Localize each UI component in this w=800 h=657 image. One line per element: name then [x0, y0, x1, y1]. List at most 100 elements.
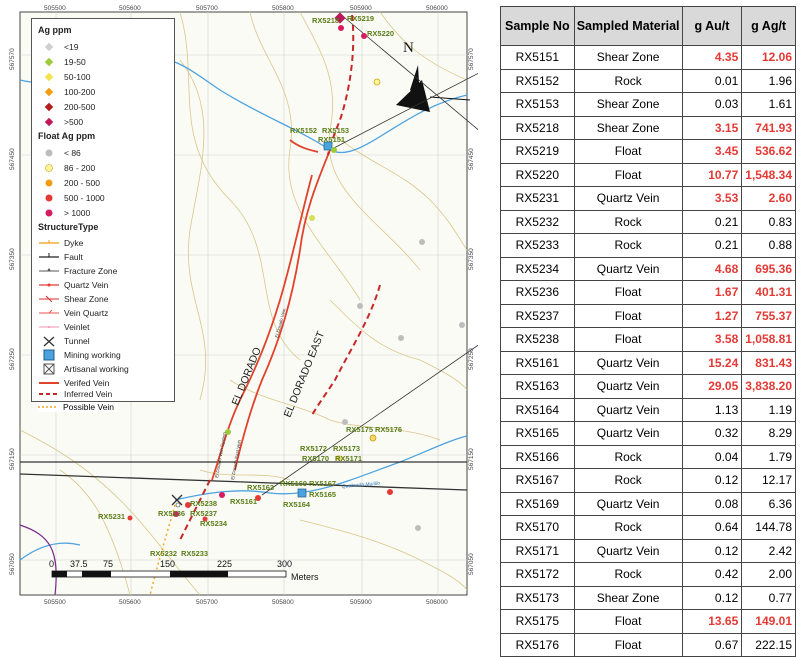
sample-no-cell: RX5172	[500, 562, 575, 587]
au-cell: 0.32	[681, 421, 743, 446]
legend-item-label: > 1000	[64, 208, 91, 218]
ag-cell: 755.37	[741, 303, 796, 328]
au-cell: 15.24	[681, 350, 743, 375]
legend-item: <19	[38, 41, 78, 53]
material-cell: Float	[573, 303, 683, 328]
table-row: RX5237 Float 1.27 755.37	[500, 303, 796, 328]
ag-cell: 12.06	[741, 45, 796, 70]
au-cell: 3.58	[681, 327, 743, 352]
sample-markers	[127, 12, 465, 531]
legend-item-label: >500	[64, 117, 84, 127]
bottom-tick: 505600	[119, 599, 141, 606]
legend-item-label: Mining working	[64, 350, 121, 360]
legend-item-label: < 86	[64, 148, 81, 158]
bottom-tick: 505500	[44, 599, 66, 606]
scale-tick: 225	[217, 559, 232, 569]
vein-quartz-icon	[38, 307, 60, 319]
bottom-tick: 505800	[272, 599, 294, 606]
au-cell: 0.67	[681, 632, 743, 657]
sample-no-cell: RX5175	[500, 609, 575, 634]
au-cell: 0.21	[681, 209, 743, 234]
legend-item-label: 86 - 200	[64, 163, 96, 173]
material-cell: Quartz Vein	[573, 256, 683, 281]
material-cell: Float	[573, 139, 683, 164]
legend-item-label: Fracture Zone	[64, 266, 118, 276]
right-tick: 567570	[468, 48, 475, 70]
legend-item-label: 200-500	[64, 102, 96, 112]
ag-cell: 2.00	[741, 562, 796, 587]
material-cell: Shear Zone	[573, 45, 683, 70]
ag-cell: 6.36	[741, 491, 796, 516]
right-tick: 567350	[468, 248, 475, 270]
sample-label: RX5171	[335, 454, 362, 463]
sample-no-cell: RX5173	[500, 585, 575, 610]
diamond-icon	[38, 71, 60, 83]
table-row: RX5165 Quartz Vein 0.32 8.29	[500, 421, 796, 446]
map-legend: Ag ppm <19 19-50 50-100 100-200 200-500 …	[31, 18, 175, 402]
material-cell: Rock	[573, 209, 683, 234]
table-row: RX5172 Rock 0.42 2.00	[500, 562, 796, 587]
top-tick: 505500	[44, 5, 66, 12]
left-tick: 567350	[9, 248, 16, 270]
circle-icon	[38, 192, 60, 204]
ag-cell: 1.96	[741, 68, 796, 93]
material-cell: Quartz Vein	[573, 397, 683, 422]
material-cell: Float	[573, 162, 683, 187]
legend-ag-title: Ag ppm	[38, 25, 72, 35]
ag-cell: 2.42	[741, 538, 796, 563]
material-cell: Quartz Vein	[573, 350, 683, 375]
legend-float-title: Float Ag ppm	[38, 131, 96, 141]
scale-unit: Meters	[291, 572, 319, 582]
scale-tick: 150	[160, 559, 175, 569]
material-cell: Rock	[573, 68, 683, 93]
material-cell: Shear Zone	[573, 115, 683, 140]
legend-item-label: 100-200	[64, 87, 96, 97]
sample-label: RX5232	[150, 549, 177, 558]
circle-icon	[38, 147, 60, 159]
legend-item: 200-500	[38, 101, 95, 113]
au-cell: 0.42	[681, 562, 743, 587]
sample-labels: RX5218 RX5219 RX5220 RX5152 RX5153 RX515…	[98, 14, 402, 558]
sample-no-cell: RX5218	[500, 115, 575, 140]
sample-label: RX5176	[375, 425, 402, 434]
ag-cell: 2.60	[741, 186, 796, 211]
sample-label: RX5153	[322, 126, 349, 135]
legend-item: Verifed Vein	[38, 377, 109, 389]
inferred-vein-icon	[38, 388, 60, 400]
material-cell: Rock	[573, 468, 683, 493]
table-row: RX5171 Quartz Vein 0.12 2.42	[500, 538, 796, 563]
sample-label: RX5238	[190, 499, 217, 508]
material-cell: Shear Zone	[573, 585, 683, 610]
ag-cell: 0.88	[741, 233, 796, 258]
material-cell: Float	[573, 280, 683, 305]
sample-no-cell: RX5237	[500, 303, 575, 328]
header-ag: g Ag/t	[741, 6, 796, 46]
material-cell: Quartz Vein	[573, 491, 683, 516]
table-row: RX5231 Quartz Vein 3.53 2.60	[500, 186, 796, 211]
sample-label: RX5172	[300, 444, 327, 453]
ag-cell: 831.43	[741, 350, 796, 375]
table-row: RX5170 Rock 0.64 144.78	[500, 515, 796, 540]
legend-item: < 86	[38, 147, 81, 159]
legend-item-label: 500 - 1000	[64, 193, 105, 203]
au-cell: 3.53	[681, 186, 743, 211]
table-row: RX5151 Shear Zone 4.35 12.06	[500, 45, 796, 70]
legend-item: Vein Quartz	[38, 307, 108, 319]
legend-item-label: Dyke	[64, 238, 84, 248]
material-cell: Quartz Vein	[573, 186, 683, 211]
diamond-icon	[38, 41, 60, 53]
diamond-icon	[38, 56, 60, 68]
au-cell: 13.65	[681, 609, 743, 634]
sample-no-cell: RX5169	[500, 491, 575, 516]
verified-vein-icon	[38, 377, 60, 389]
diamond-icon	[38, 86, 60, 98]
au-cell: 10.77	[681, 162, 743, 187]
sample-no-cell: RX5171	[500, 538, 575, 563]
material-cell: Float	[573, 609, 683, 634]
table-row: RX5164 Quartz Vein 1.13 1.19	[500, 397, 796, 422]
ag-cell: 0.83	[741, 209, 796, 234]
legend-item: Dyke	[38, 237, 83, 249]
sample-no-cell: RX5153	[500, 92, 575, 117]
scale-tick: 0	[49, 559, 54, 569]
ag-cell: 536.62	[741, 139, 796, 164]
